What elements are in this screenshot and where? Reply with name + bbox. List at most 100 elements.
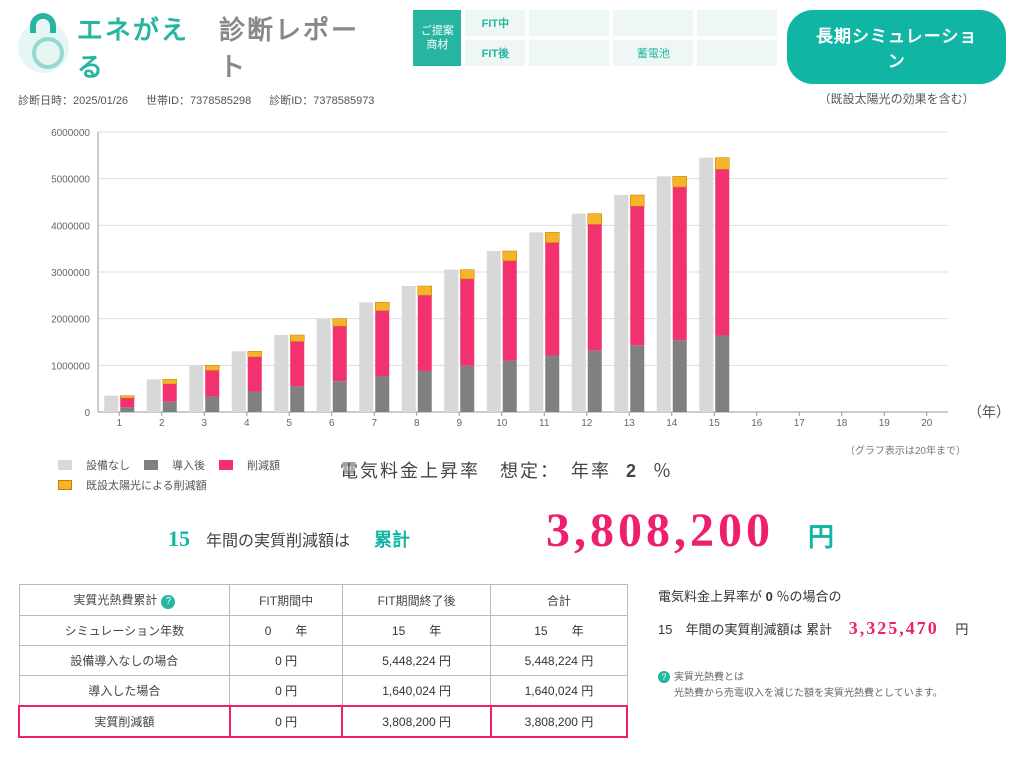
svg-text:9: 9 <box>456 418 462 429</box>
svg-text:6000000: 6000000 <box>51 128 90 139</box>
th-0-text: 実質光熱費累計 <box>73 593 157 607</box>
page-title: エネがえる 診断レポート <box>77 10 384 84</box>
simulation-note: （既設太陽光の効果を含む） <box>787 90 1006 107</box>
summary-sum-label: 累計 <box>374 526 410 552</box>
table-row: 設備導入なしの場合 0 円 5,448,224 円 5,448,224 円 <box>19 646 627 676</box>
svg-text:13: 13 <box>624 418 636 429</box>
chart: 0100000020000003000000400000050000006000… <box>18 122 1006 442</box>
summary-amount: 3,808,200 <box>546 503 774 558</box>
side-text: 15 年間の実質削減額は 累計 <box>658 622 845 637</box>
header: エネがえる 診断レポート 診断日時：2025/01/26 世帯ID：737858… <box>18 10 1006 108</box>
chart-svg: 0100000020000003000000400000050000006000… <box>18 122 958 442</box>
rate-unit: ％ <box>653 461 673 481</box>
side-yen: 円 <box>942 622 968 637</box>
cell: 0 年 <box>230 616 343 646</box>
svg-text:3000000: 3000000 <box>51 268 90 279</box>
meta-date-label: 診断日時： <box>18 95 73 107</box>
simulation-button[interactable]: 長期シミュレーション <box>787 10 1006 84</box>
meta-hh-label: 世帯ID： <box>146 95 190 107</box>
svg-text:19: 19 <box>879 418 891 429</box>
svg-text:16: 16 <box>751 418 763 429</box>
svg-text:3: 3 <box>201 418 207 429</box>
title-block: エネがえる 診断レポート 診断日時：2025/01/26 世帯ID：737858… <box>18 10 383 108</box>
simulation-block: 長期シミュレーション （既設太陽光の効果を含む） <box>787 10 1006 107</box>
chart-note: （グラフ表示は20年まで） <box>18 442 966 457</box>
side-note: ?実質光熱費とは 光熱費から売電収入を減じた額を実質光熱費としています。 <box>658 670 968 702</box>
svg-text:8: 8 <box>414 418 420 429</box>
prop-cell-battery: 蓄電池 <box>613 40 693 66</box>
svg-text:0: 0 <box>84 408 90 419</box>
cost-table: 実質光熱費累計? FIT期間中 FIT期間終了後 合計 シミュレーション年数 0… <box>18 584 628 738</box>
cell: 3,808,200 円 <box>491 706 627 737</box>
svg-text:12: 12 <box>581 418 593 429</box>
svg-text:20: 20 <box>921 418 933 429</box>
svg-text:14: 14 <box>666 418 678 429</box>
logo-icon <box>18 21 69 73</box>
svg-text:17: 17 <box>794 418 806 429</box>
legend-row: 設備なし 導入後 削減額 既設太陽光による削減額 電気料金上昇率 想定： 年率 … <box>18 457 1006 497</box>
svg-text:4000000: 4000000 <box>51 221 90 232</box>
svg-text:5000000: 5000000 <box>51 175 90 186</box>
svg-text:5: 5 <box>286 418 292 429</box>
cell: 3,808,200 円 <box>342 706 491 737</box>
table-row: 導入した場合 0 円 1,640,024 円 1,640,024 円 <box>19 676 627 707</box>
svg-text:18: 18 <box>836 418 848 429</box>
th-1: FIT期間中 <box>230 585 343 616</box>
prop-cell <box>697 10 777 36</box>
lower-section: 実質光熱費累計? FIT期間中 FIT期間終了後 合計 シミュレーション年数 0… <box>18 584 1006 738</box>
x-axis-label: （年） <box>968 402 1010 422</box>
meta-line: 診断日時：2025/01/26 世帯ID：7378585298 診断ID：737… <box>18 92 383 108</box>
side-text: 電気料金上昇率が <box>658 589 766 604</box>
rate-label: 電気料金上昇率 想定： 年率 2 ％ <box>340 457 673 483</box>
row-label: 導入した場合 <box>19 676 230 707</box>
legend-swatch-after <box>144 460 158 470</box>
legend-reduce: 削減額 <box>247 457 280 473</box>
title-brand: エネがえる <box>77 10 213 84</box>
cell: 0 円 <box>230 676 343 707</box>
legend-swatch-solar <box>58 480 72 490</box>
cell: 0 円 <box>230 646 343 676</box>
table-header-row: 実質光熱費累計? FIT期間中 FIT期間終了後 合計 <box>19 585 627 616</box>
table-sum-row: 実質削減額 0 円 3,808,200 円 3,808,200 円 <box>19 706 627 737</box>
svg-text:10: 10 <box>496 418 508 429</box>
svg-text:7: 7 <box>371 418 377 429</box>
proposal-block: ご提案 商材 FIT中 FIT後 蓄電池 <box>413 10 777 66</box>
svg-text:6: 6 <box>329 418 335 429</box>
side-note-title: 実質光熱費とは <box>674 672 744 683</box>
side-rate-zero: 0 <box>766 589 773 604</box>
legend: 設備なし 導入後 削減額 既設太陽光による削減額 <box>58 457 280 497</box>
cell: 0 円 <box>230 706 343 737</box>
rate-value: 2 <box>626 461 638 481</box>
row-label: シミュレーション年数 <box>19 616 230 646</box>
svg-text:4: 4 <box>244 418 250 429</box>
th-0: 実質光熱費累計? <box>19 585 230 616</box>
cell: 5,448,224 円 <box>491 646 627 676</box>
proposal-label: ご提案 商材 <box>413 10 461 66</box>
legend-none: 設備なし <box>86 457 130 473</box>
meta-diag-label: 診断ID： <box>269 95 313 107</box>
summary-years: 15 <box>168 526 190 552</box>
prop-cell <box>697 40 777 66</box>
cell: 1,640,024 円 <box>342 676 491 707</box>
th-3: 合計 <box>491 585 627 616</box>
row-label: 設備導入なしの場合 <box>19 646 230 676</box>
prop-cell <box>529 10 609 36</box>
side-text: ％の場合の <box>776 589 841 604</box>
svg-text:11: 11 <box>539 418 550 429</box>
rate-text: 電気料金上昇率 想定： 年率 <box>340 461 611 481</box>
prop-row2-label: FIT後 <box>465 40 525 66</box>
legend-after: 導入後 <box>172 457 205 473</box>
proposal-label-2: 商材 <box>426 38 448 52</box>
svg-text:2: 2 <box>159 418 165 429</box>
help-icon[interactable]: ? <box>658 671 670 683</box>
cell: 5,448,224 円 <box>342 646 491 676</box>
meta-date: 2025/01/26 <box>73 95 128 107</box>
meta-diag: 7378585973 <box>313 95 374 107</box>
table-row: シミュレーション年数 0 年 15 年 15 年 <box>19 616 627 646</box>
help-icon[interactable]: ? <box>161 595 175 609</box>
svg-text:2000000: 2000000 <box>51 315 90 326</box>
legend-swatch-reduce <box>219 460 233 470</box>
summary-yen: 円 <box>808 517 834 554</box>
cell: 1,640,024 円 <box>491 676 627 707</box>
cell: 15 年 <box>491 616 627 646</box>
